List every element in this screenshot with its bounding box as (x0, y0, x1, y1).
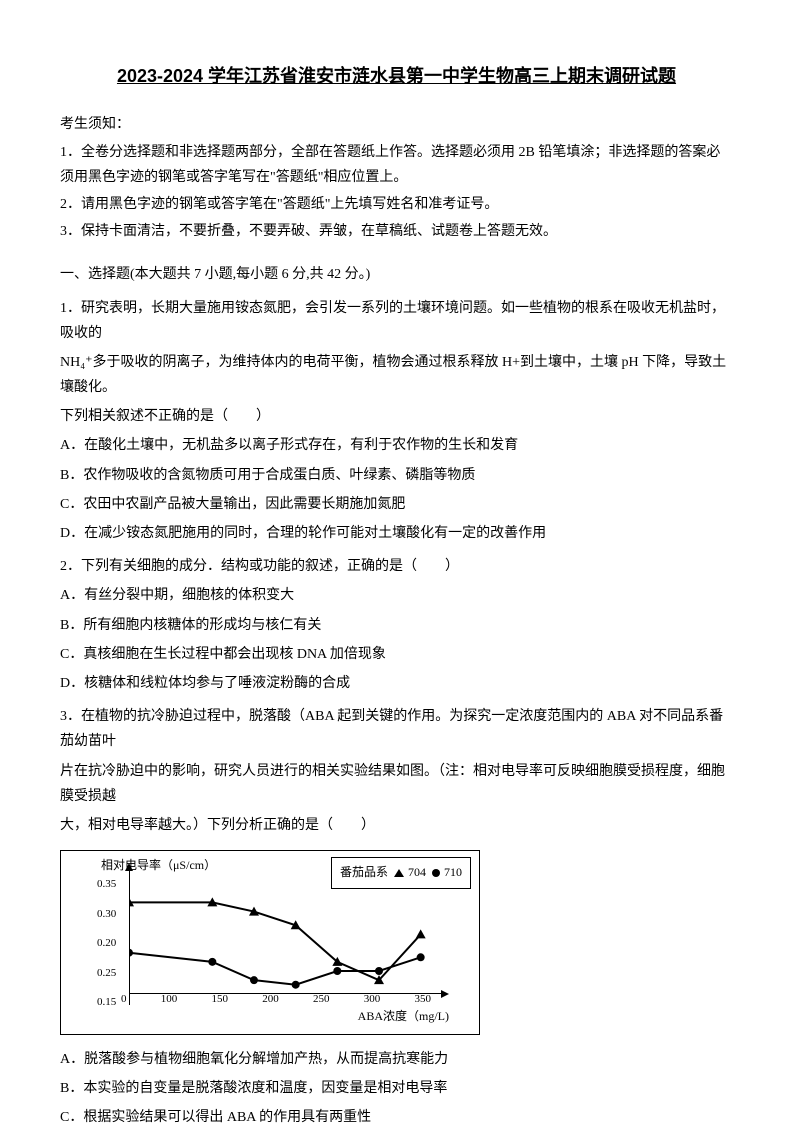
q1-option-a: A．在酸化土壤中，无机盐多以离子形式存在，有利于农作物的生长和发育 (60, 433, 733, 458)
instructions-block: 考生须知： 1．全卷分选择题和非选择题两部分，全部在答题纸上作答。选择题必须用 … (60, 112, 733, 244)
exam-title: 2023-2024 学年江苏省淮安市涟水县第一中学生物高三上期末调研试题 (60, 60, 733, 92)
legend-item-710: 710 (432, 862, 462, 884)
section-1-header: 一、选择题(本大题共 7 小题,每小题 6 分,共 42 分。) (60, 262, 733, 287)
q1-option-b: B．农作物吸收的含氮物质可用于合成蛋白质、叶绿素、磷脂等物质 (60, 463, 733, 488)
q3-text-line1: 3．在植物的抗冷胁迫过程中，脱落酸（ABA 起到关键的作用。为探究一定浓度范围内… (60, 704, 733, 754)
q3-text-line2: 片在抗冷胁迫中的影响，研究人员进行的相关实验结果如图。（注：相对电导率可反映细胞… (60, 759, 733, 809)
instruction-rule-3: 3．保持卡面清洁，不要折叠，不要弄破、弄皱，在草稿纸、试题卷上答题无效。 (60, 219, 733, 244)
circle-marker-icon (432, 869, 440, 877)
q3-option-a: A．脱落酸参与植物细胞氧化分解增加产热，从而提高抗寒能力 (60, 1047, 733, 1072)
instruction-rule-1: 1．全卷分选择题和非选择题两部分，全部在答题纸上作答。选择题必须用 2B 铅笔填… (60, 140, 733, 190)
q2-text: 2．下列有关细胞的成分．结构或功能的叙述，正确的是（ ） (60, 554, 733, 579)
y-tick-0: 0.35 (97, 875, 116, 887)
q2-option-a: A．有丝分裂中期，细胞核的体积变大 (60, 583, 733, 608)
q3-option-b: B．本实验的自变量是脱落酸浓度和温度，因变量是相对电导率 (60, 1076, 733, 1101)
q1-text-line2: NH₄⁺多于吸收的阴离子，为维持体内的电荷平衡，植物会通过根系释放 H+到土壤中… (60, 350, 733, 400)
y-tick-4: 0.15 (97, 993, 116, 1005)
q3-text-line3: 大，相对电导率越大。）下列分析正确的是（ ） (60, 813, 733, 838)
y-tick-2: 0.20 (97, 934, 116, 946)
instructions-header: 考生须知： (60, 112, 733, 137)
y-tick-1: 0.30 (97, 905, 116, 917)
x-tick-0: 0 (121, 990, 127, 1010)
instruction-rule-2: 2．请用黑色字迹的钢笔或答字笔在"答题纸"上先填写姓名和准考证号。 (60, 192, 733, 217)
question-3: 3．在植物的抗冷胁迫过程中，脱落酸（ABA 起到关键的作用。为探究一定浓度范围内… (60, 704, 733, 1131)
q1-text-line1: 1．研究表明，长期大量施用铵态氮肥，会引发一系列的土壤环境问题。如一些植物的根系… (60, 296, 733, 346)
legend-710-label: 710 (444, 862, 462, 884)
chart-plot-svg (129, 875, 429, 1003)
x-axis-arrow-icon (441, 990, 449, 998)
question-2: 2．下列有关细胞的成分．结构或功能的叙述，正确的是（ ） A．有丝分裂中期，细胞… (60, 554, 733, 696)
q1-option-c: C．农田中农副产品被大量输出，因此需要长期施加氮肥 (60, 492, 733, 517)
q2-option-d: D．核糖体和线粒体均参与了唾液淀粉酶的合成 (60, 671, 733, 696)
y-axis-ticks: 0.35 0.30 0.20 0.25 0.15 (97, 875, 116, 1005)
chart-x-label: ABA浓度（mg/L) (358, 1006, 449, 1028)
chart-y-label: 相对电导率（μS/cm） (101, 855, 216, 877)
y-tick-3: 0.25 (97, 964, 116, 976)
q2-option-c: C．真核细胞在生长过程中都会出现核 DNA 加倍现象 (60, 642, 733, 667)
q1-option-d: D．在减少铵态氮肥施用的同时，合理的轮作可能对土壤酸化有一定的改善作用 (60, 521, 733, 546)
q1-text-line3: 下列相关叙述不正确的是（ ） (60, 404, 733, 429)
question-1: 1．研究表明，长期大量施用铵态氮肥，会引发一系列的土壤环境问题。如一些植物的根系… (60, 296, 733, 547)
q3-option-c: C．根据实验结果可以得出 ABA 的作用具有两重性 (60, 1105, 733, 1130)
q2-option-b: B．所有细胞内核糖体的形成均与核仁有关 (60, 613, 733, 638)
conductivity-chart: 相对电导率（μS/cm） 番茄品系 704 710 0.35 0.30 0.20… (60, 850, 480, 1035)
